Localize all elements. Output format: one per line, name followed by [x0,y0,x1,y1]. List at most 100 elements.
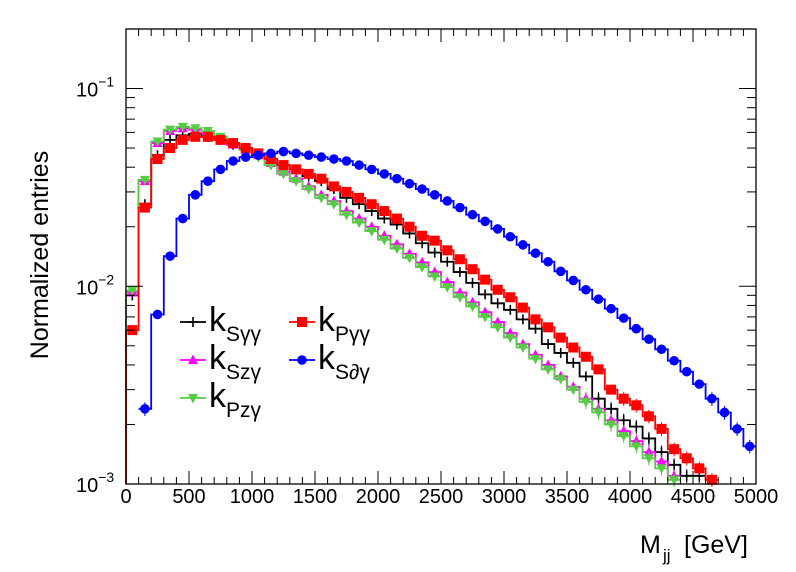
data-point [329,154,339,164]
data-point [303,168,314,179]
data-point [190,131,201,142]
data-point [328,181,339,192]
data-point [240,152,251,162]
data-point [669,355,679,366]
data-point [297,355,307,365]
legend-label: kS∂γ [318,339,370,384]
data-point [297,317,307,327]
data-point [732,424,742,434]
data-point [656,464,667,474]
legend-entry: kPγγ [289,301,371,346]
data-point [618,393,629,404]
data-point [152,137,163,147]
y-tick-label: 10−1 [76,74,114,102]
data-point [543,365,554,375]
data-point [606,420,617,430]
x-tick-label: 1000 [230,486,275,508]
legend: kSγγ kPγγ kSzγ kS∂γ kPzγ [180,301,371,422]
data-point [480,274,491,285]
data-point [606,303,616,314]
data-point [555,374,566,385]
data-point [580,351,591,362]
data-point [568,275,579,286]
data-point [203,176,213,186]
data-point [177,122,188,133]
data-point [303,150,314,161]
data-point [568,385,579,396]
data-point [429,272,440,283]
data-point [177,134,188,145]
data-point [631,442,642,452]
data-point [429,190,440,200]
x-tick-label: 2500 [419,486,464,508]
data-point [291,177,302,187]
data-point [580,397,591,408]
data-point [404,221,415,232]
data-point [341,186,352,197]
data-point [165,143,176,154]
data-point [744,441,755,452]
data-point [202,131,213,142]
x-axis-title-subscript: jj [662,546,671,565]
data-point [492,284,503,295]
data-point [530,248,541,258]
data-point [543,322,554,333]
data-point [707,393,717,404]
data-point [454,254,465,265]
data-point [341,156,352,166]
data-point [354,218,365,229]
y-tick-label: 10−3 [76,469,114,497]
x-tick-label: 5000 [734,486,779,508]
data-point [328,200,339,210]
data-point [188,354,198,364]
data-point [492,323,503,333]
data-point [152,309,163,320]
data-point [480,312,491,323]
x-axis-title: M jj [GeV] [640,531,748,565]
data-point [341,210,352,221]
data-point [165,251,175,261]
data-point [517,343,528,354]
data-point [618,313,629,323]
series-circle [138,146,756,454]
data-point [530,314,541,325]
x-tick-label: 1500 [293,486,338,508]
data-point [354,160,364,170]
data-point [606,384,617,395]
data-point [467,302,478,313]
data-point [354,192,365,203]
data-point [656,423,667,434]
x-tick-label: 2000 [356,486,401,508]
data-point [454,293,465,303]
x-tick-label: 0 [120,486,131,508]
data-point [253,150,264,161]
data-point [316,152,327,162]
data-point [228,138,239,149]
data-point [681,366,692,377]
legend-label: kPzγ [209,377,262,422]
legend-label: kSzγ [209,339,262,384]
data-point [316,193,327,204]
data-point [656,455,667,466]
x-tick-label: 500 [172,486,205,508]
data-point [366,227,377,237]
data-point [518,240,528,250]
data-point [265,154,276,165]
legend-entry: kS∂γ [289,339,370,384]
data-point [505,231,516,242]
data-point [379,206,390,217]
data-point [568,342,579,353]
data-point [492,224,503,234]
data-point [467,264,478,275]
data-point [417,184,427,194]
data-point [266,148,276,159]
data-point [467,209,478,220]
data-point [165,125,176,136]
data-point [127,286,138,297]
data-point [379,169,390,179]
data-point [480,216,490,227]
data-point [379,235,390,246]
data-point [505,292,516,303]
data-point [228,156,238,166]
data-point [215,134,226,145]
